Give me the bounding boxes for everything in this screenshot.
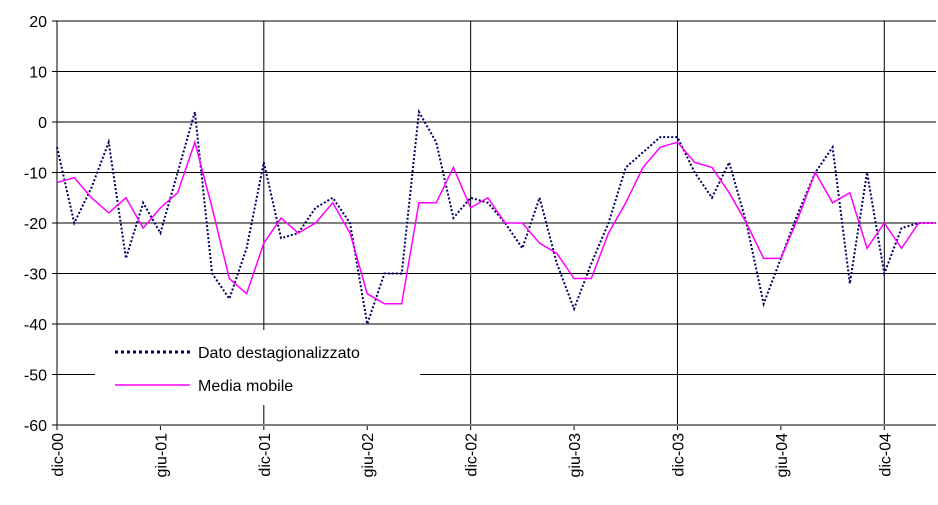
series-line: [56, 139, 936, 305]
legend-label: Media mobile: [198, 378, 293, 395]
y-tick-label: -30: [24, 267, 47, 284]
y-tick-label: 10: [29, 65, 47, 82]
y-tick-label: 0: [38, 115, 47, 132]
y-tick-label: -20: [24, 216, 47, 233]
y-tick-label: -50: [24, 368, 47, 385]
y-tick-label: 20: [29, 14, 47, 31]
series-line: [56, 108, 936, 325]
y-tick-label: -60: [24, 418, 47, 435]
x-tick-label: dic-04: [877, 433, 894, 477]
y-tick-label: -40: [24, 317, 47, 334]
x-tick-label: dic-02: [464, 433, 481, 477]
x-tick-label: giu-03: [567, 433, 584, 478]
x-tick-label: giu-01: [153, 433, 170, 478]
x-tick-label: giu-02: [360, 433, 377, 478]
x-tick-label: dic-00: [50, 433, 67, 477]
x-tick-label: dic-01: [257, 433, 274, 477]
x-tick-label: dic-03: [670, 433, 687, 477]
legend-label: Dato destagionalizzato: [198, 345, 360, 362]
legend-box: [95, 330, 420, 405]
y-tick-label: -10: [24, 166, 47, 183]
x-tick-label: giu-04: [774, 433, 791, 478]
